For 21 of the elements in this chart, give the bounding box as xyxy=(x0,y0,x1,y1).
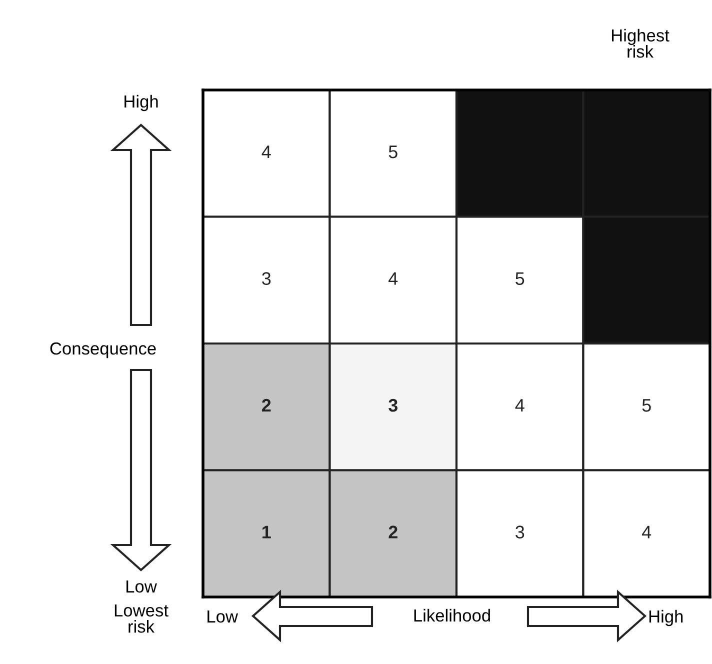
data-label: 4 xyxy=(642,526,652,538)
text: Low xyxy=(208,610,238,623)
data-label: 4 xyxy=(388,272,398,285)
data-label: 5 xyxy=(642,399,651,412)
data-label: 4 xyxy=(262,146,271,158)
data-label: 5 xyxy=(516,272,524,285)
text: Lowest risk xyxy=(114,604,168,633)
x-axis-title: Likelihood xyxy=(414,608,490,622)
data-label: 3 xyxy=(388,398,398,412)
text: High xyxy=(649,610,683,626)
data-label: 2 xyxy=(262,398,271,412)
y-axis-title: Consequence xyxy=(50,342,156,358)
text: Low xyxy=(126,580,157,593)
text: Highest risk xyxy=(612,28,670,58)
data-label: 3 xyxy=(262,272,271,285)
data-label: 3 xyxy=(516,526,524,538)
data-label: 4 xyxy=(515,399,524,412)
data-label: 1 xyxy=(262,526,271,538)
text: High xyxy=(124,94,158,112)
data-label: 2 xyxy=(388,526,398,538)
data-label: 5 xyxy=(388,146,398,158)
